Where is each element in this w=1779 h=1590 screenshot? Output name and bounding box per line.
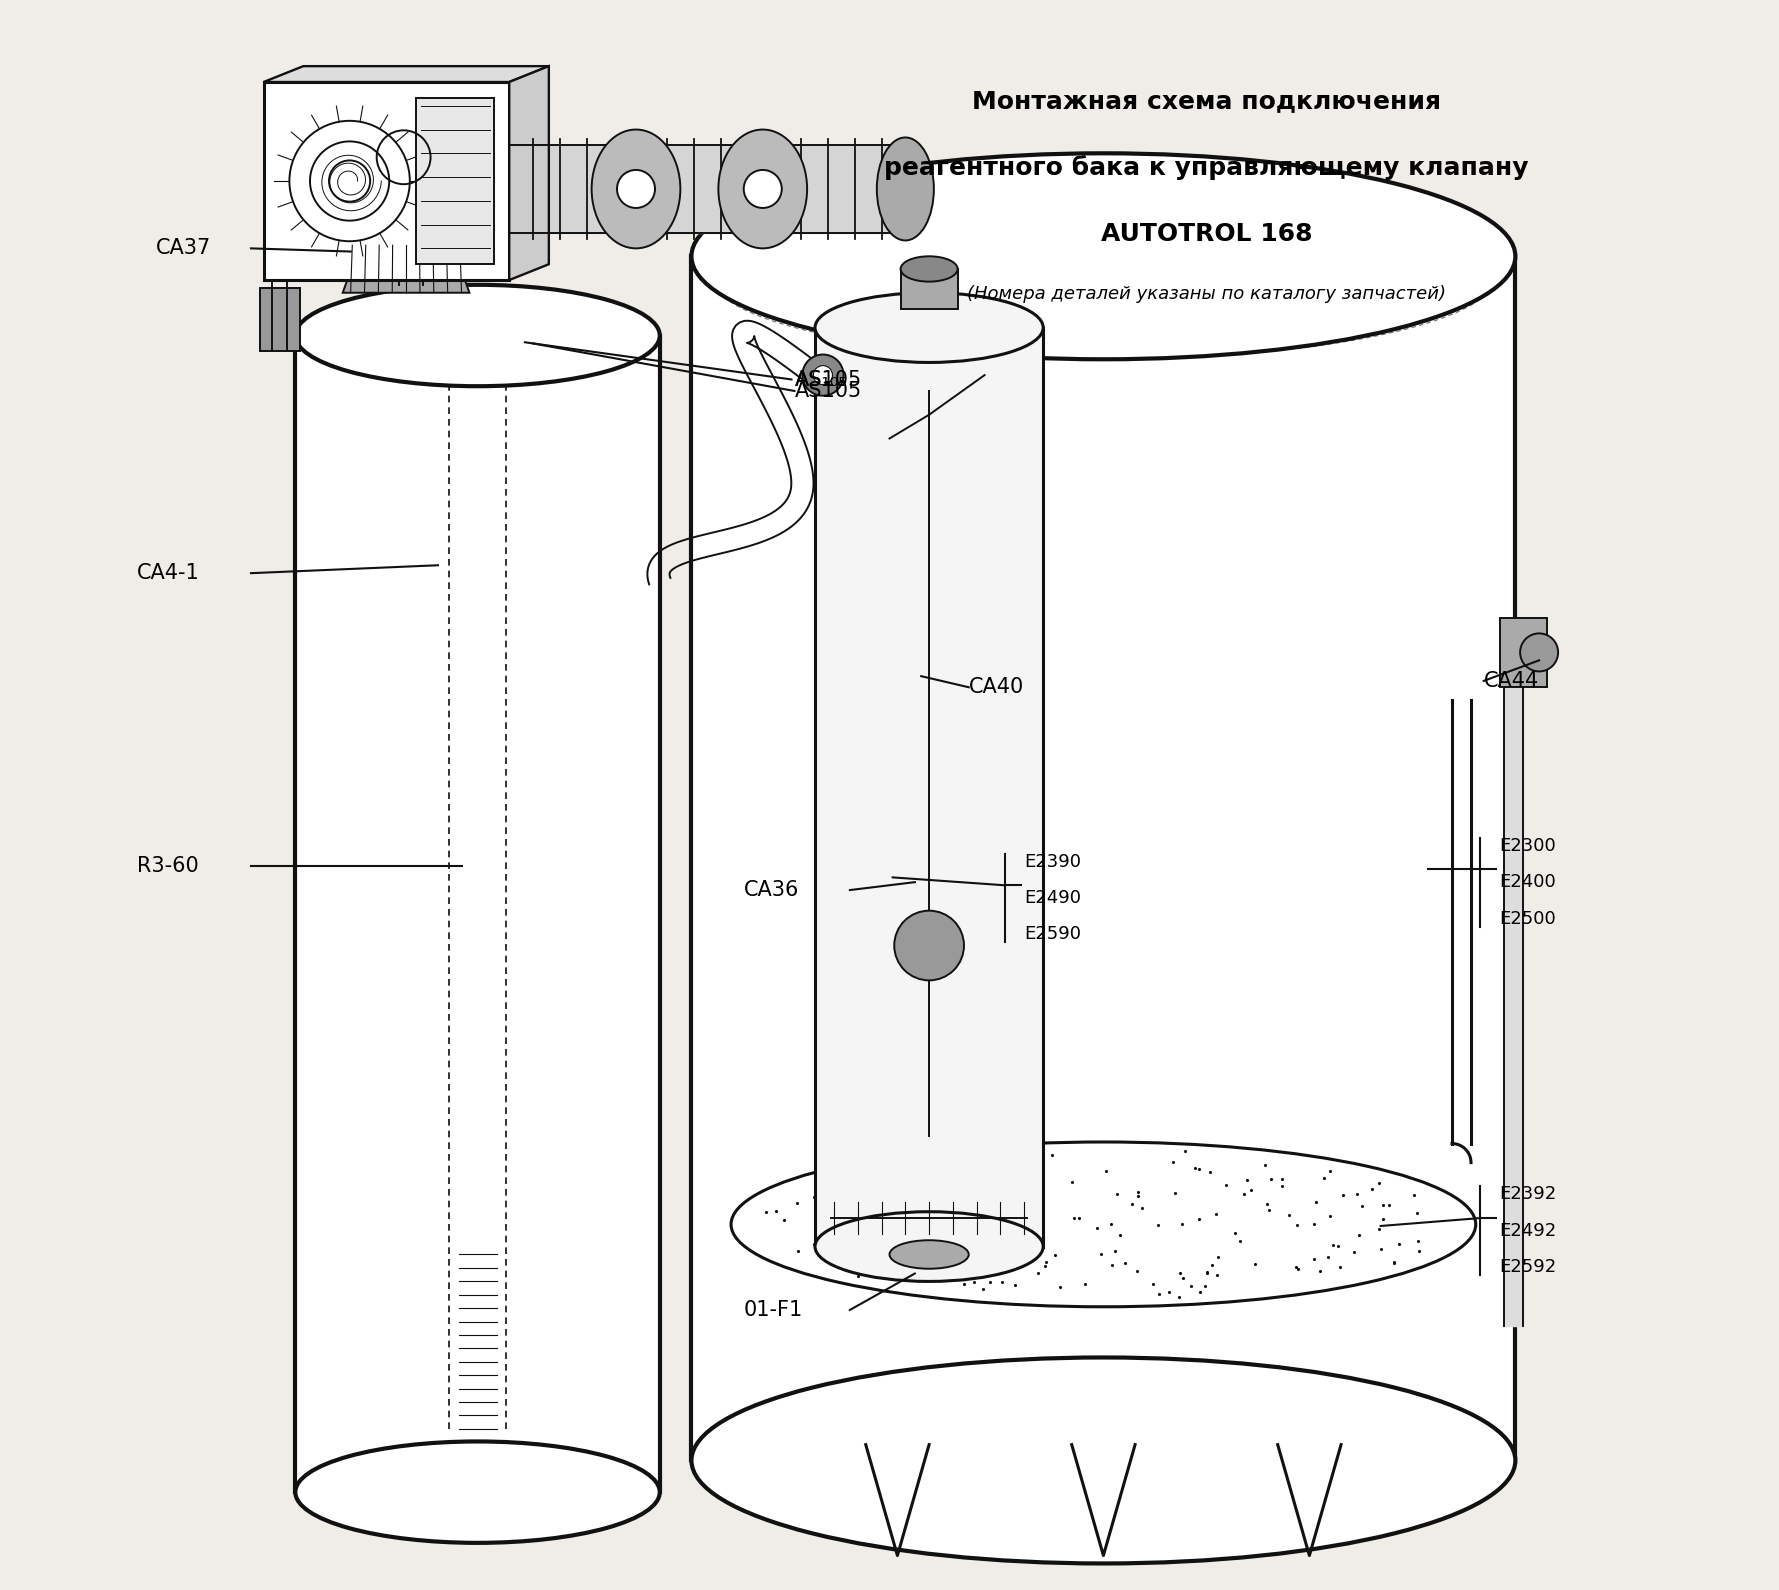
Ellipse shape — [692, 153, 1516, 359]
Polygon shape — [509, 67, 550, 280]
FancyBboxPatch shape — [1500, 617, 1548, 687]
Polygon shape — [343, 213, 470, 293]
Circle shape — [813, 366, 833, 385]
Text: E2400: E2400 — [1500, 873, 1557, 890]
Ellipse shape — [877, 137, 934, 240]
Text: AS105: AS105 — [795, 370, 861, 390]
Ellipse shape — [890, 1240, 970, 1269]
Ellipse shape — [295, 285, 660, 386]
Text: E2590: E2590 — [1025, 925, 1082, 943]
Circle shape — [895, 911, 964, 981]
FancyBboxPatch shape — [295, 335, 660, 1491]
Text: CA4-1: CA4-1 — [137, 563, 199, 584]
Ellipse shape — [295, 1442, 660, 1542]
Text: E2592: E2592 — [1500, 1258, 1557, 1277]
Circle shape — [802, 355, 843, 396]
Text: CA40: CA40 — [970, 677, 1025, 698]
Ellipse shape — [815, 1212, 1042, 1282]
Text: E2392: E2392 — [1500, 1185, 1557, 1204]
Text: R3-60: R3-60 — [137, 857, 199, 876]
Ellipse shape — [592, 129, 680, 248]
Text: E2492: E2492 — [1500, 1221, 1557, 1240]
Text: реагентного бака к управляющему клапану: реагентного бака к управляющему клапану — [884, 156, 1528, 180]
Circle shape — [744, 170, 781, 208]
Ellipse shape — [692, 1358, 1516, 1563]
Ellipse shape — [731, 1142, 1477, 1307]
FancyBboxPatch shape — [692, 256, 1516, 1461]
FancyBboxPatch shape — [900, 269, 957, 308]
Text: CA44: CA44 — [1484, 671, 1539, 692]
FancyBboxPatch shape — [815, 328, 1042, 1247]
Ellipse shape — [815, 293, 1042, 363]
FancyBboxPatch shape — [260, 288, 301, 351]
Text: Монтажная схема подключения: Монтажная схема подключения — [971, 89, 1441, 113]
FancyBboxPatch shape — [263, 83, 509, 280]
Text: E2390: E2390 — [1025, 852, 1082, 871]
Text: AUTOTROL 168: AUTOTROL 168 — [1101, 223, 1313, 246]
Text: CA37: CA37 — [157, 238, 212, 258]
Text: AS105: AS105 — [795, 382, 861, 401]
Text: E2500: E2500 — [1500, 909, 1557, 927]
Text: E2490: E2490 — [1025, 889, 1082, 906]
Text: E2300: E2300 — [1500, 836, 1557, 855]
Text: CA36: CA36 — [744, 881, 799, 900]
Text: (Номера деталей указаны по каталогу запчастей): (Номера деталей указаны по каталогу запч… — [968, 285, 1446, 304]
Ellipse shape — [1519, 633, 1558, 671]
Polygon shape — [263, 67, 550, 83]
Ellipse shape — [719, 129, 808, 248]
Ellipse shape — [900, 256, 957, 281]
FancyBboxPatch shape — [416, 99, 495, 264]
Text: AS₁₀₅: AS₁₀₅ — [795, 370, 847, 390]
Text: 01-F1: 01-F1 — [744, 1301, 802, 1320]
Circle shape — [617, 170, 655, 208]
